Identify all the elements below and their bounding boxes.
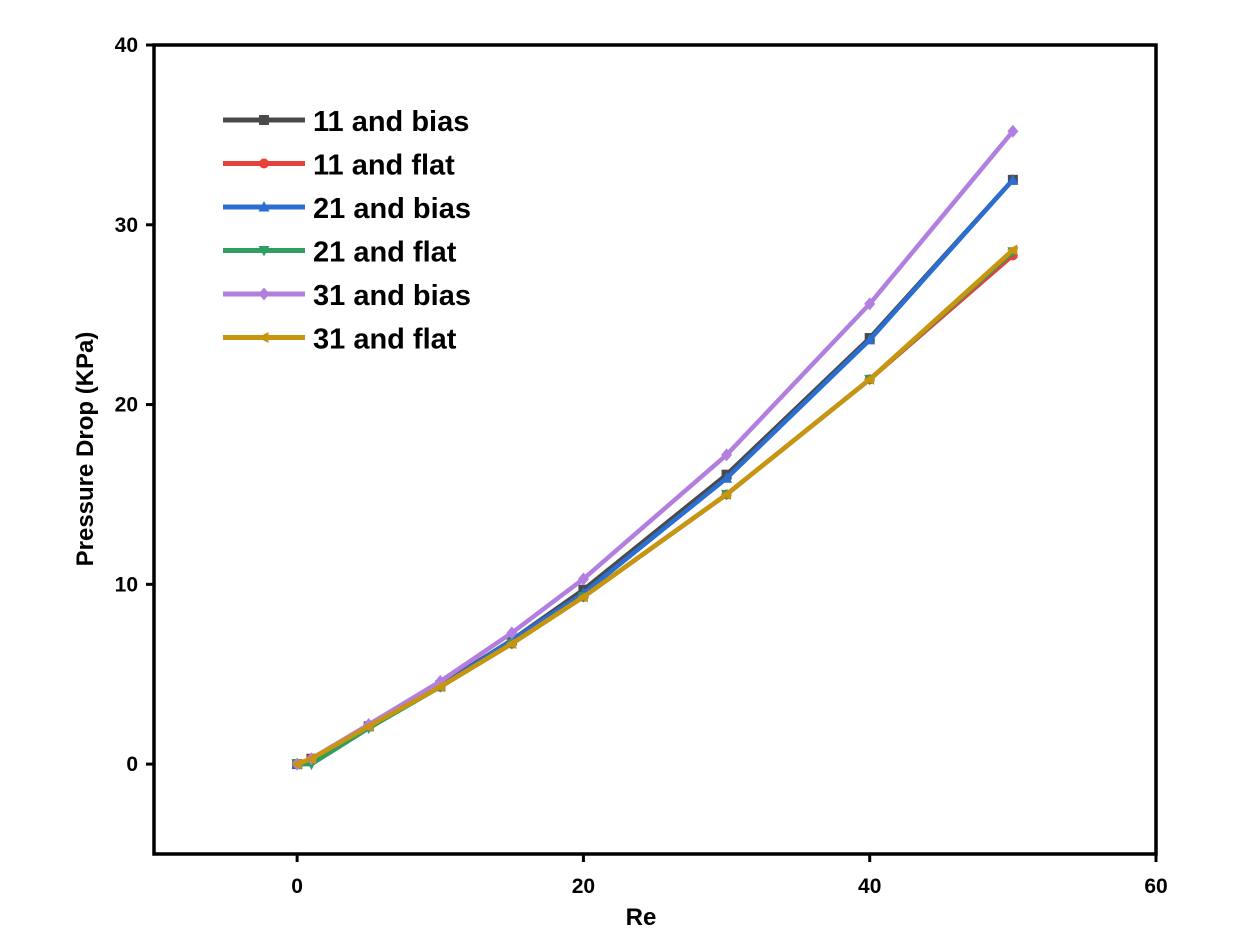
legend: 11 and bias 11 and flat 21 and bias 21 and … bbox=[223, 106, 471, 356]
legend-label: 31 and bias bbox=[313, 280, 471, 312]
data-point bbox=[1007, 124, 1019, 138]
y-tick-label: 0 bbox=[126, 753, 138, 776]
data-point bbox=[505, 638, 517, 650]
legend-marker bbox=[259, 115, 269, 125]
legend-label: 31 and flat bbox=[313, 324, 457, 356]
legend-item: 21 and flat bbox=[223, 237, 457, 269]
legend-marker bbox=[259, 158, 269, 169]
legend-marker bbox=[258, 201, 270, 212]
data-point bbox=[864, 297, 876, 311]
data-point bbox=[291, 758, 302, 770]
legend-label: 11 and flat bbox=[313, 150, 455, 182]
y-tick-label: 40 bbox=[115, 34, 138, 57]
legend-item: 21 and bias bbox=[223, 193, 471, 225]
x-tick-label: 60 bbox=[1144, 875, 1167, 898]
data-point bbox=[577, 572, 589, 586]
legend-marker bbox=[258, 287, 270, 301]
series-layer bbox=[291, 124, 1019, 771]
y-tick-label: 30 bbox=[115, 214, 138, 237]
data-point bbox=[362, 720, 374, 732]
legend-label: 11 and bias bbox=[313, 106, 469, 138]
data-point bbox=[863, 373, 875, 385]
x-axis-title: Re bbox=[626, 904, 657, 931]
plot-frame bbox=[152, 43, 1158, 856]
data-point bbox=[434, 681, 445, 693]
data-point bbox=[720, 488, 732, 500]
data-point bbox=[305, 753, 316, 765]
legend-marker bbox=[258, 332, 269, 343]
x-tick-label: 40 bbox=[858, 875, 881, 898]
legend-item: 11 and flat bbox=[223, 150, 455, 182]
legend-marker bbox=[258, 246, 270, 257]
series-line bbox=[294, 129, 1016, 767]
legend-label: 21 and flat bbox=[313, 237, 457, 269]
data-point bbox=[721, 448, 733, 462]
ticks-layer: 0 20 40 60 0 10 20 30 40 bbox=[115, 34, 1168, 898]
legend-item: 11 and bias bbox=[223, 106, 469, 138]
data-point bbox=[506, 626, 518, 640]
data-point bbox=[577, 591, 588, 603]
data-point bbox=[721, 472, 733, 483]
legend-label: 21 and bias bbox=[313, 193, 471, 225]
series-6 bbox=[291, 244, 1018, 770]
x-tick-label: 0 bbox=[291, 875, 303, 898]
data-point bbox=[1007, 173, 1019, 185]
legend-item: 31 and flat bbox=[223, 324, 457, 356]
y-tick-label: 20 bbox=[115, 394, 138, 417]
data-point bbox=[864, 333, 876, 345]
y-axis-title: Pressure Drop (KPa) bbox=[72, 332, 99, 567]
y-tick-label: 10 bbox=[115, 573, 138, 596]
x-tick-label: 20 bbox=[572, 875, 595, 898]
legend-item: 31 and bias bbox=[223, 280, 471, 312]
data-point bbox=[1006, 244, 1018, 256]
